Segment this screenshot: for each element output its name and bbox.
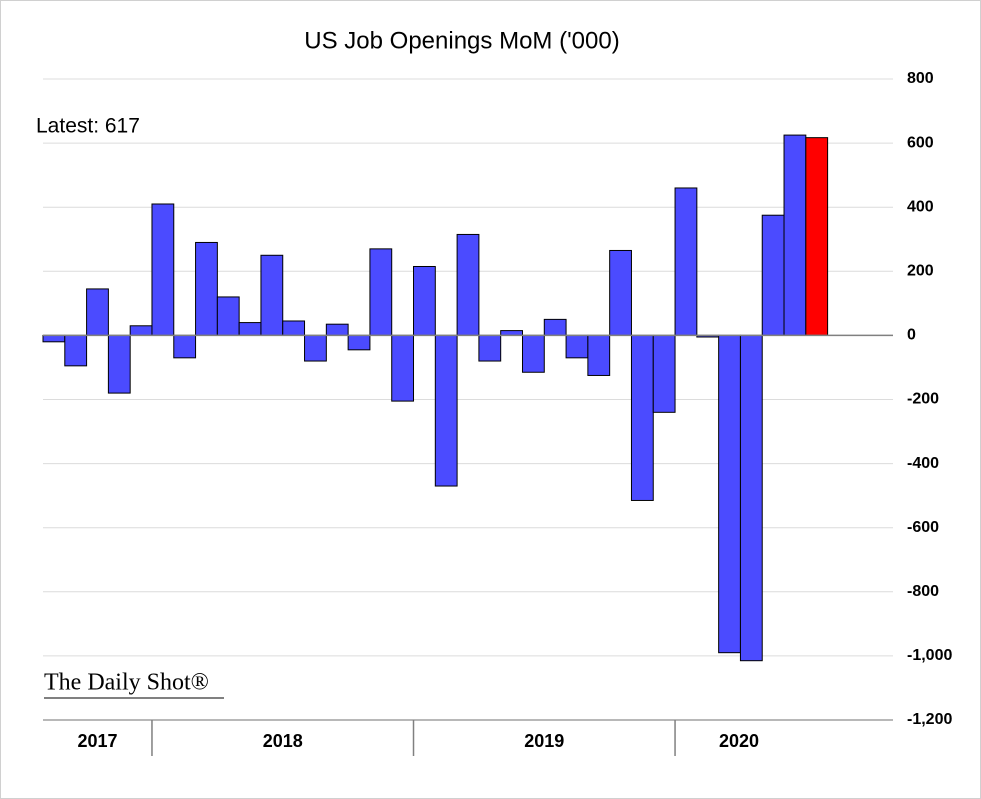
bar [718,334,741,654]
bar [260,254,284,336]
bar [173,334,197,359]
bar [195,241,218,336]
y-tick-label: 800 [907,70,934,87]
y-tick-label: -400 [907,455,939,472]
bar [391,334,415,402]
watermark: The Daily Shot® [44,670,209,696]
bar [783,134,807,336]
bar [369,248,393,336]
y-tick-label: 0 [907,327,916,344]
y-tick-label: -200 [907,391,939,408]
bar [304,334,327,362]
bar [630,334,654,501]
chart-title: US Job Openings MoM ('000) [304,27,619,54]
y-tick-label: -600 [907,519,939,536]
y-tick-label: 200 [907,263,934,280]
bar [674,187,698,336]
bar [521,334,545,373]
bar [151,203,175,336]
bar [652,334,676,413]
bar [238,322,262,336]
bar [86,288,109,336]
year-label: 2018 [263,731,303,751]
bar [587,334,611,376]
y-tick-label: 400 [907,198,934,215]
bar [609,249,632,336]
y-tick-label: -1,000 [907,647,952,664]
bar [739,334,763,662]
bar [282,320,306,336]
bar [543,318,567,336]
bar [64,334,88,367]
year-label: 2017 [77,731,117,751]
bar [565,334,589,359]
bar [347,334,371,351]
bar [761,214,785,336]
bar [478,334,502,362]
bar [42,334,66,343]
bar [805,137,829,336]
bar [413,265,436,336]
bar [434,334,458,487]
year-label: 2019 [524,731,564,751]
bar [107,334,131,394]
bar [325,323,349,336]
bar [456,233,480,336]
y-tick-label: -1,200 [907,711,952,728]
y-tick-label: -800 [907,583,939,600]
y-tick-label: 600 [907,134,934,151]
year-label: 2020 [719,731,759,751]
bar [216,296,240,336]
bar [129,325,153,336]
annotation: Latest: 617 [36,115,140,138]
